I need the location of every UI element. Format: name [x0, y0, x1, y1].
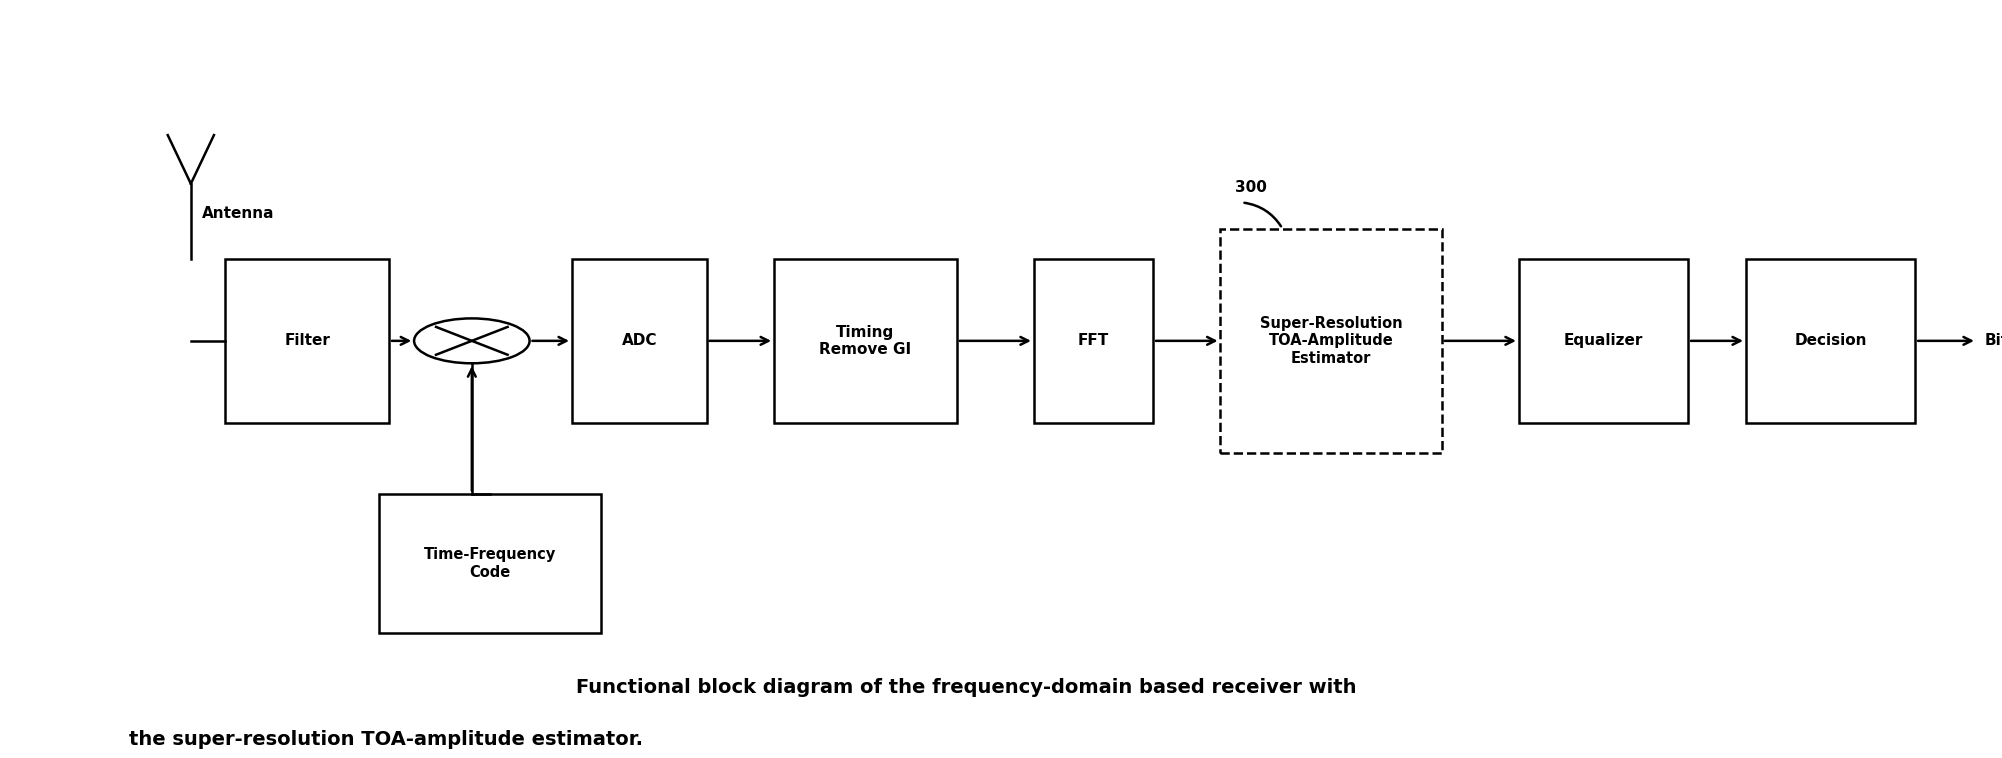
Text: Antenna: Antenna — [202, 206, 274, 221]
Text: ADC: ADC — [621, 334, 657, 349]
FancyBboxPatch shape — [573, 258, 707, 423]
FancyBboxPatch shape — [775, 258, 957, 423]
FancyBboxPatch shape — [226, 258, 388, 423]
FancyBboxPatch shape — [1033, 258, 1153, 423]
Text: 300: 300 — [1235, 180, 1267, 195]
FancyBboxPatch shape — [1520, 258, 1688, 423]
Text: Time-Frequency
Code: Time-Frequency Code — [424, 547, 557, 580]
Text: Bit: Bit — [1984, 334, 2002, 349]
FancyBboxPatch shape — [1746, 258, 1916, 423]
Text: Super-Resolution
TOA-Amplitude
Estimator: Super-Resolution TOA-Amplitude Estimator — [1259, 316, 1403, 366]
Text: Equalizer: Equalizer — [1564, 334, 1644, 349]
Text: FFT: FFT — [1077, 334, 1109, 349]
FancyBboxPatch shape — [1221, 229, 1441, 453]
Text: Functional block diagram of the frequency-domain based receiver with: Functional block diagram of the frequenc… — [577, 678, 1357, 697]
Text: Timing
Remove GI: Timing Remove GI — [819, 324, 911, 357]
Text: Filter: Filter — [284, 334, 330, 349]
Text: Decision: Decision — [1794, 334, 1866, 349]
Text: the super-resolution TOA-amplitude estimator.: the super-resolution TOA-amplitude estim… — [130, 730, 643, 749]
FancyBboxPatch shape — [380, 494, 601, 633]
